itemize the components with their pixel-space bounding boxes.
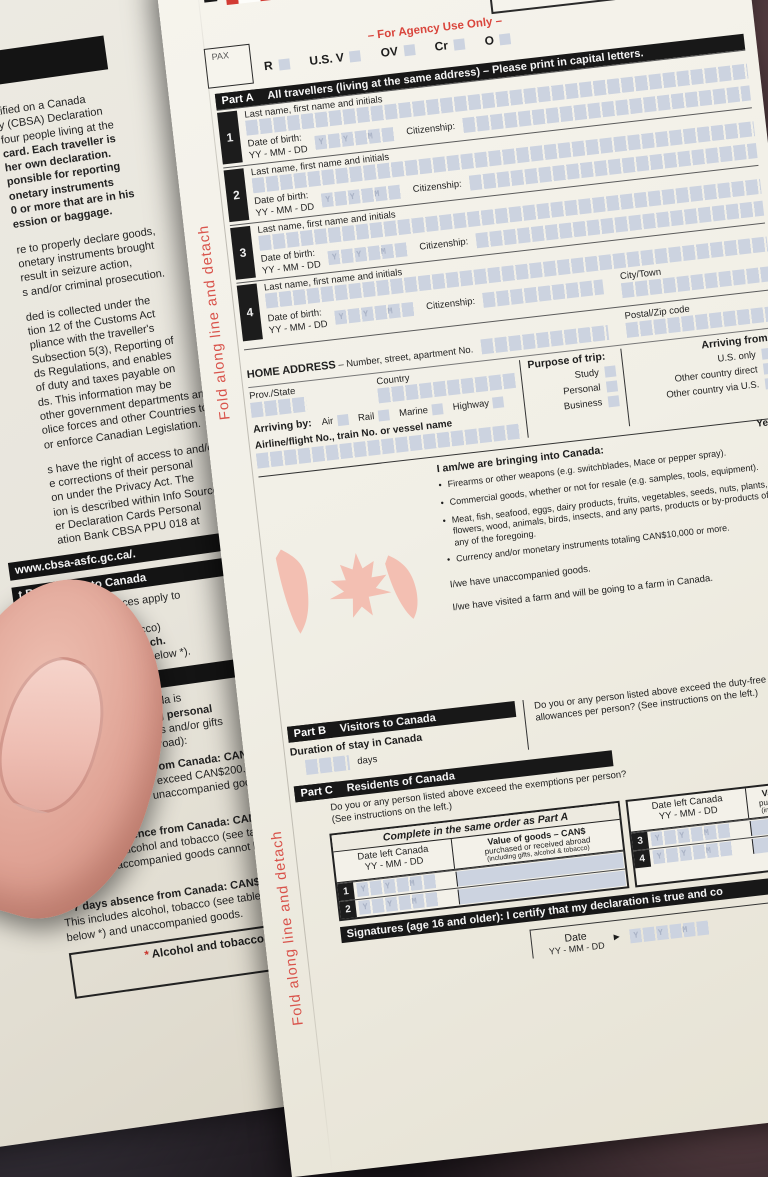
code-usv-label: U.S. V: [308, 50, 345, 69]
registration-mark-left: [202, 0, 218, 3]
citizenship-input[interactable]: [482, 279, 605, 308]
traveller-number: 1: [217, 110, 243, 165]
bringing-section: Yes I am/we are bringing into Canada: • …: [258, 416, 768, 723]
arriving-by-marine-label: Marine: [398, 404, 429, 419]
row-number: 4: [633, 849, 652, 869]
purpose-personal-checkbox[interactable]: [605, 380, 619, 393]
code-ov-label: OV: [379, 44, 399, 60]
code-cr-checkbox[interactable]: [453, 37, 466, 51]
row-number: 2: [339, 899, 357, 919]
code-usv-checkbox[interactable]: [349, 49, 362, 62]
canada-flag-icon: [224, 0, 273, 6]
declaration-card: Fold along line and detach Fold along li…: [155, 0, 768, 1177]
traveller-number: 3: [230, 225, 256, 280]
arriving-from-direct-checkbox[interactable]: [762, 362, 768, 375]
signature-date-input[interactable]: Y Y M M D D: [628, 920, 710, 944]
arriving-by-rail-checkbox[interactable]: [377, 408, 390, 422]
arriving-by-highway-label: Highway: [452, 397, 490, 413]
code-o-label: O: [483, 33, 495, 49]
purpose-business-checkbox[interactable]: [607, 395, 620, 408]
citizenship-label: Citizenship:: [418, 236, 469, 253]
citizenship-label: Citizenship:: [405, 121, 456, 138]
purpose-of-trip-panel: Purpose of trip: Study Personal Business: [518, 348, 630, 438]
arriving-by-highway-checkbox[interactable]: [492, 395, 505, 408]
code-o-checkbox[interactable]: [499, 32, 512, 45]
dob-input[interactable]: Y Y M M D D: [320, 184, 402, 208]
arriving-by-air-label: Air: [320, 415, 334, 428]
purpose-study-label: Study: [574, 367, 600, 382]
arriving-from-us-checkbox[interactable]: [761, 347, 768, 360]
arriving-by-marine-checkbox[interactable]: [431, 402, 444, 415]
arriving-from-panel: Arriving from: U.S. only Other country d…: [620, 330, 768, 427]
prov-state-label: Prov./State: [248, 385, 296, 402]
part-b-label: Part B: [286, 721, 333, 743]
citizenship-label: Citizenship:: [412, 178, 463, 196]
traveller-number: 4: [236, 283, 263, 342]
code-ov-checkbox[interactable]: [403, 43, 416, 56]
arriving-from-us-label: U.S. only: [716, 349, 757, 365]
dob-input[interactable]: Y Y M M D D: [327, 241, 409, 265]
arriving-from-via-us-checkbox[interactable]: [764, 377, 768, 390]
purpose-business-label: Business: [563, 397, 603, 413]
arriving-by-label: Arriving by:: [252, 417, 313, 436]
yes-column-label: Yes: [755, 416, 768, 430]
part-c-label: Part C: [293, 781, 340, 803]
code-cr-label: Cr: [433, 38, 449, 54]
purpose-personal-label: Personal: [562, 382, 602, 398]
dob-input[interactable]: Y Y M M D D: [314, 126, 396, 150]
citizenship-label: Citizenship:: [425, 295, 476, 313]
duration-days-input[interactable]: [304, 755, 351, 775]
pax-box[interactable]: PAX: [203, 43, 254, 89]
arriving-by-rail-label: Rail: [357, 410, 375, 424]
code-r-checkbox[interactable]: [277, 57, 291, 71]
days-label: days: [356, 753, 378, 768]
arriving-by-air-checkbox[interactable]: [336, 413, 349, 426]
left-page-top-bar: [0, 35, 109, 99]
dob-input[interactable]: Y Y M M D D: [334, 301, 416, 325]
flag-watermark: [259, 463, 463, 723]
code-r-label: R: [263, 58, 274, 74]
row-number: 3: [631, 831, 650, 851]
row-number: 1: [337, 882, 355, 901]
traveller-number: 2: [223, 168, 250, 223]
purpose-study-checkbox[interactable]: [604, 365, 617, 378]
red-asterisk: *: [143, 949, 150, 962]
arrow-right-icon: ►: [611, 931, 623, 944]
thumbnail-nail: [0, 645, 120, 824]
